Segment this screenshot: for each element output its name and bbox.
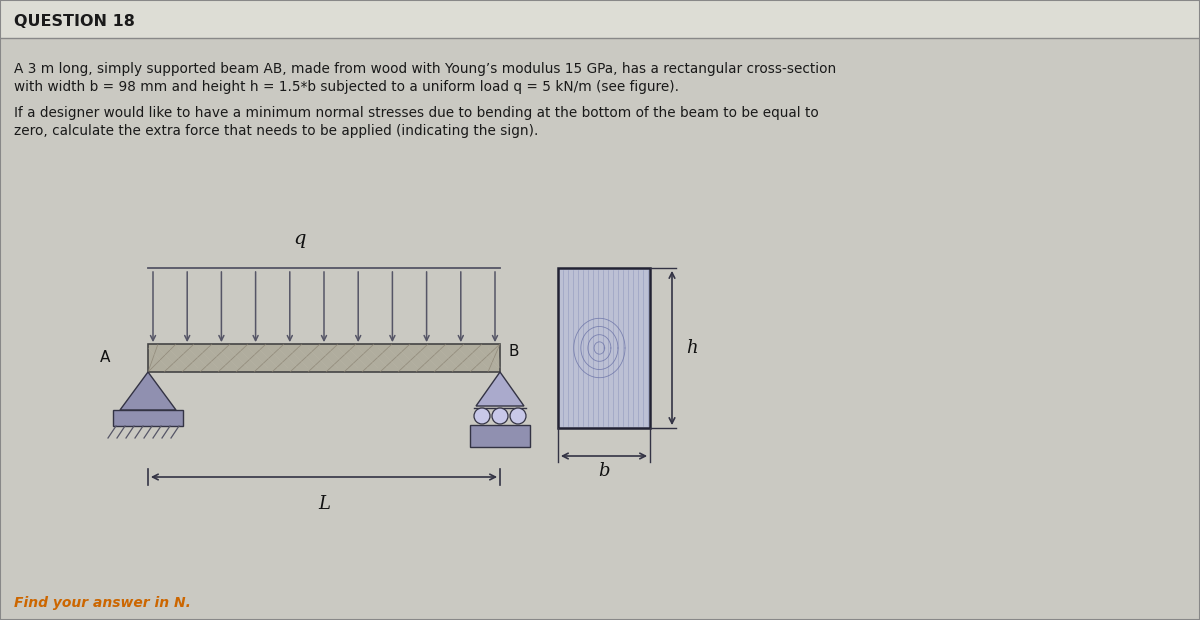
Circle shape [510,408,526,424]
Text: If a designer would like to have a minimum normal stresses due to bending at the: If a designer would like to have a minim… [14,106,818,120]
Text: zero, calculate the extra force that needs to be applied (indicating the sign).: zero, calculate the extra force that nee… [14,124,539,138]
Text: A: A [100,350,110,366]
Text: QUESTION 18: QUESTION 18 [14,14,134,30]
Text: b: b [599,462,610,480]
Circle shape [474,408,490,424]
Bar [470,425,530,447]
Text: L: L [318,495,330,513]
Bar [113,410,182,426]
Bar [0,0,1200,38]
Text: with width b = 98 mm and height h = 1.5*b subjected to a uniform load q = 5 kN/m: with width b = 98 mm and height h = 1.5*… [14,80,679,94]
Text: Find your answer in N.: Find your answer in N. [14,596,191,610]
Bar [148,344,500,372]
Polygon shape [120,372,176,410]
Bar [558,268,650,428]
Polygon shape [476,372,524,406]
Text: q: q [294,230,306,248]
Text: B: B [508,345,518,360]
Text: A 3 m long, simply supported beam AB, made from wood with Young’s modulus 15 GPa: A 3 m long, simply supported beam AB, ma… [14,62,836,76]
Text: h: h [686,339,697,357]
Circle shape [492,408,508,424]
